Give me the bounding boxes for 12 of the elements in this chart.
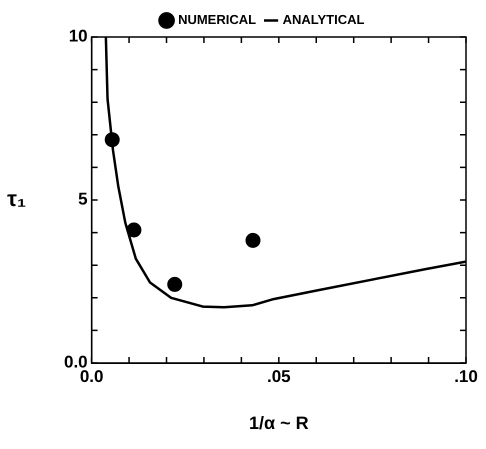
point (126, 222, 142, 238)
x-axis-title: 1/α ~ R (249, 413, 309, 434)
point (167, 276, 182, 292)
point (104, 132, 120, 148)
legend-label: ANALYTICAL (282, 12, 364, 28)
legend-label: NUMERICAL (178, 12, 256, 28)
y-axis-title: τ₁ (7, 186, 26, 212)
point (245, 232, 260, 248)
x-tick-label: .05 (266, 366, 291, 386)
y-tick-label: 5 (78, 190, 88, 209)
y-tick-label: 10 (68, 26, 88, 46)
x-tick-label: .10 (454, 366, 478, 386)
